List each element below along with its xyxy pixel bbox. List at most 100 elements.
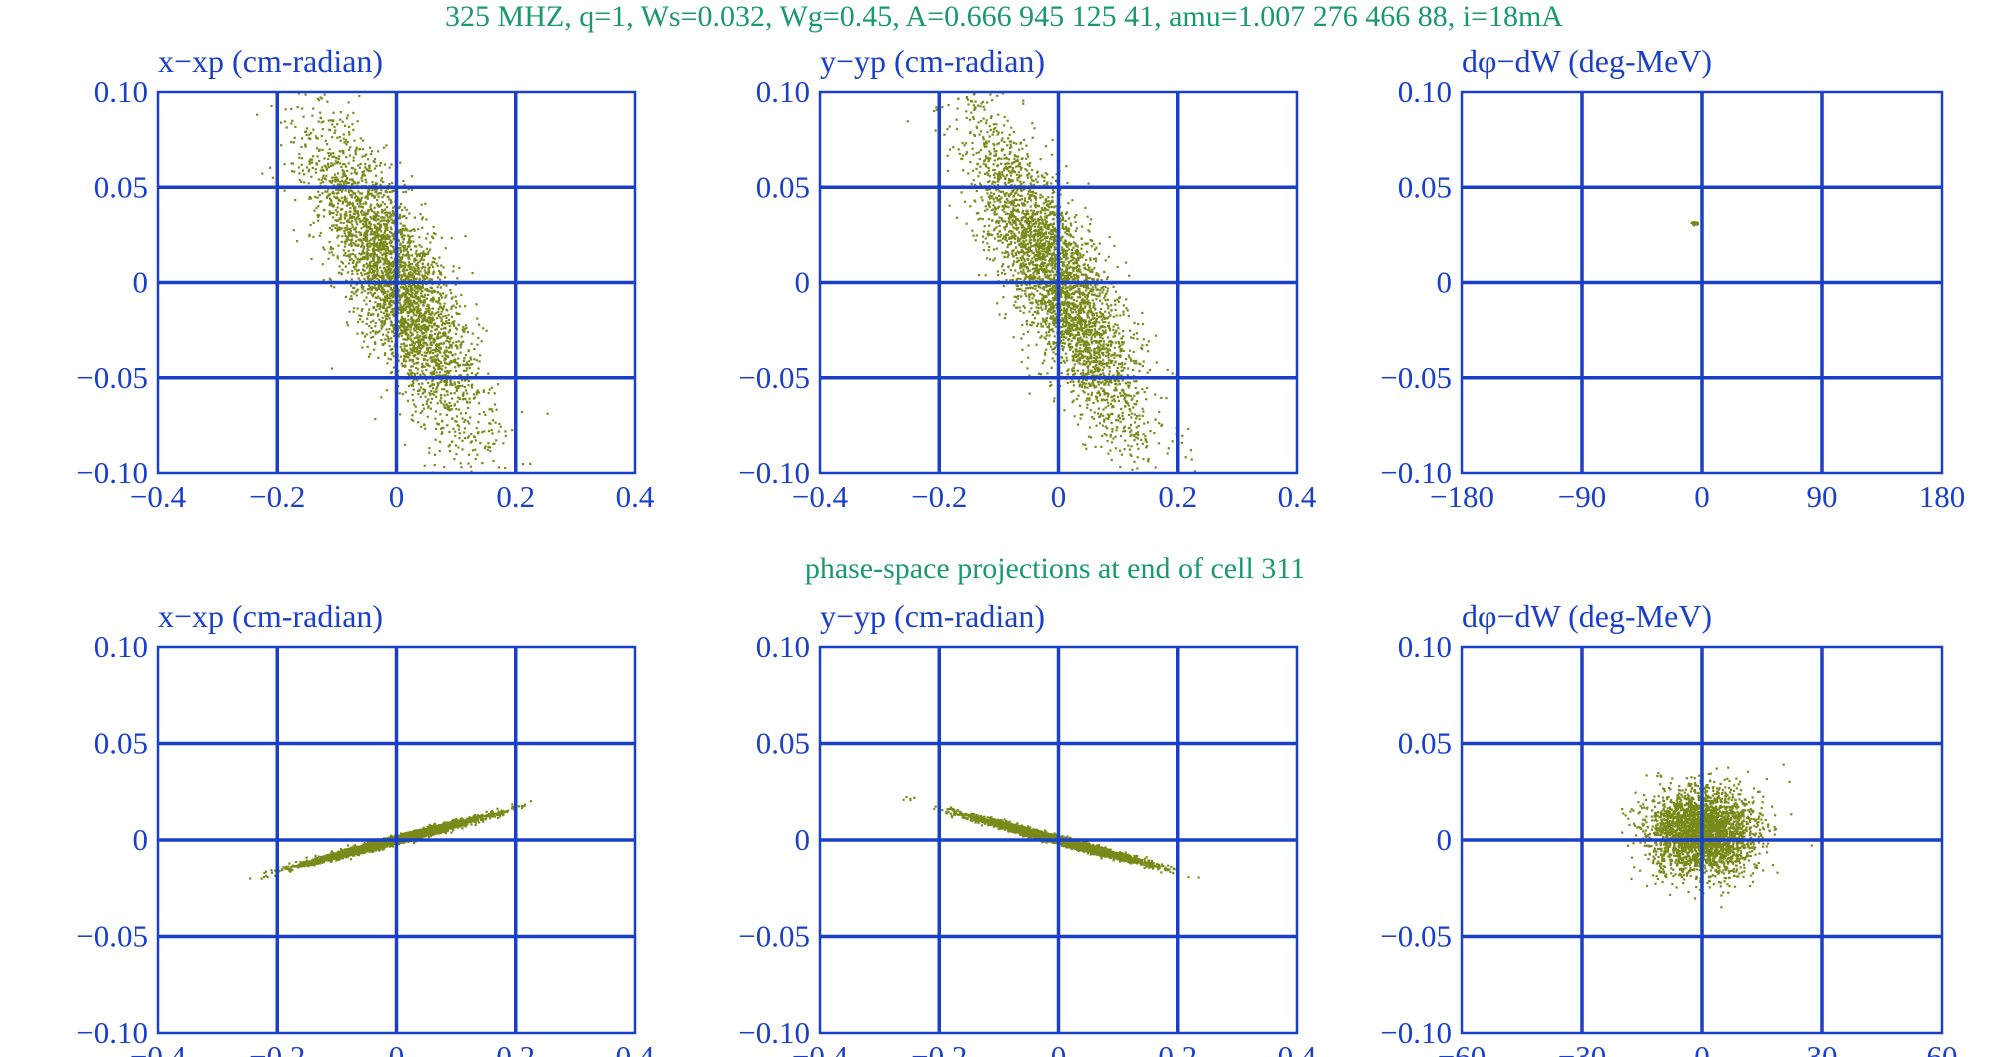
data-point [356,269,359,272]
data-point [335,196,338,199]
data-point [1064,352,1067,355]
data-point [340,273,343,276]
data-point [342,152,345,155]
data-point [347,191,350,194]
data-point [430,263,433,266]
data-point [492,419,495,422]
data-point [488,388,491,391]
data-point [405,297,408,300]
data-point [419,339,422,342]
data-point [386,314,389,317]
data-point [368,288,371,291]
data-point [393,345,396,348]
data-point [1060,257,1063,260]
data-point [436,286,439,289]
data-point [423,423,426,427]
data-point [1031,136,1034,139]
data-point [415,340,418,344]
data-point [992,259,995,262]
data-point [427,293,430,296]
data-point [1085,294,1088,297]
data-point [404,333,407,336]
data-point [312,128,315,131]
data-point [408,257,411,260]
data-point [1113,244,1116,248]
data-point [377,286,380,289]
data-point [372,248,375,251]
data-point [426,325,429,328]
data-point [433,358,436,361]
data-point [375,309,378,312]
data-point [348,154,352,157]
data-point [378,246,381,250]
data-point [386,228,389,232]
data-point [370,326,373,329]
data-point [1003,317,1006,320]
data-point [1083,306,1086,309]
data-point [1130,429,1133,432]
data-point [1114,400,1117,403]
data-point [1003,228,1006,231]
data-point [1082,307,1085,310]
data-point [404,190,408,193]
data-point [370,260,373,263]
data-point [387,237,390,240]
data-point [357,164,360,167]
data-point [379,276,382,279]
data-point [375,164,378,168]
data-point [349,217,352,220]
data-point [1105,364,1108,367]
data-point [379,285,382,288]
data-point [1013,157,1016,160]
data-point [993,154,996,157]
data-point [421,216,424,219]
data-point [1050,264,1053,267]
data-point [1007,193,1010,196]
data-point [393,250,396,254]
data-point [422,357,425,360]
data-point [986,181,990,184]
data-point [331,192,334,195]
data-point [461,384,464,387]
data-point [426,364,429,367]
data-point [403,266,407,269]
data-point [421,283,424,286]
data-point [1141,407,1144,410]
data-point [389,250,392,253]
data-point [377,314,380,317]
data-point [413,216,416,219]
data-point [355,146,358,149]
data-point [1082,443,1085,446]
data-point [449,289,452,292]
data-point [481,462,484,465]
data-point [382,291,385,294]
data-point [364,335,367,338]
data-point [350,258,353,261]
data-point [390,240,394,243]
data-point [345,138,348,142]
data-point [356,307,359,310]
data-point [1049,211,1052,214]
data-point [424,274,427,277]
data-point [1001,265,1004,268]
data-point [311,114,314,117]
data-point [440,306,443,309]
data-point [1088,309,1091,312]
data-point [447,351,450,354]
data-point [454,366,457,369]
data-point [490,386,494,389]
data-point [397,312,400,315]
data-point [424,293,427,296]
data-point [1039,373,1043,376]
data-point [489,450,492,453]
data-point [1078,256,1081,259]
data-point [449,404,453,407]
data-point [411,292,414,295]
data-point [499,425,502,428]
data-point [419,308,422,311]
data-point [384,249,387,252]
data-point [438,298,441,301]
data-point [310,158,313,161]
data-point [1010,252,1014,255]
data-point [440,397,443,400]
